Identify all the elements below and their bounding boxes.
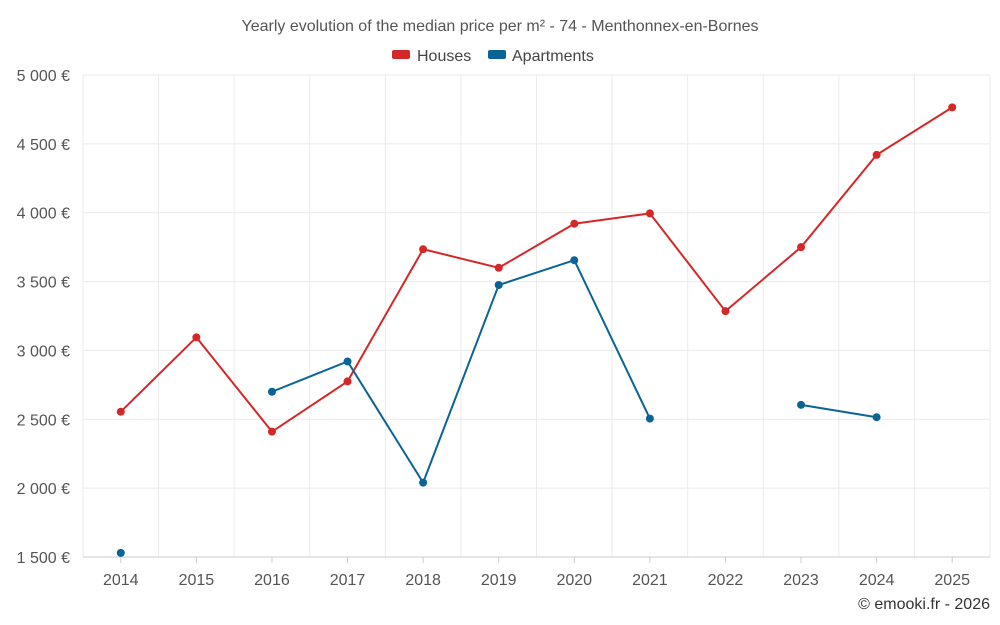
houses-point[interactable] — [872, 150, 881, 159]
y-tick-label: 3 000 € — [17, 343, 70, 360]
y-tick-label: 4 500 € — [17, 137, 70, 154]
x-tick-label: 2021 — [632, 572, 668, 589]
houses-point[interactable] — [419, 245, 428, 254]
apartments-point[interactable] — [494, 281, 503, 290]
x-tick-label: 2023 — [783, 572, 819, 589]
y-tick-label: 5 000 € — [17, 68, 70, 85]
apartments-point[interactable] — [267, 387, 276, 396]
y-tick-label: 4 000 € — [17, 206, 70, 223]
houses-point[interactable] — [948, 103, 957, 112]
x-tick-label: 2018 — [405, 572, 441, 589]
apartments-legend-swatch — [488, 50, 506, 59]
legend: Houses Apartments — [392, 48, 594, 65]
x-tick-label: 2014 — [103, 572, 139, 589]
apartments-line — [271, 259, 651, 485]
series-layer — [116, 103, 957, 557]
x-tick-label: 2025 — [934, 572, 970, 589]
axes: 1 500 € 2 000 € 2 500 € 3 000 € 3 500 € 4 000… — [17, 68, 990, 589]
y-tick-label: 2 000 € — [17, 481, 70, 498]
houses-point[interactable] — [192, 333, 201, 342]
houses-line — [120, 106, 953, 434]
houses-point[interactable] — [797, 243, 806, 252]
apartments-legend-label[interactable]: Apartments — [512, 48, 594, 65]
apartments-line — [800, 403, 877, 419]
houses-point[interactable] — [116, 407, 125, 416]
houses-point[interactable] — [494, 263, 503, 272]
x-tick-label: 2019 — [481, 572, 517, 589]
apartments-point[interactable] — [645, 414, 654, 423]
x-tick-label: 2016 — [254, 572, 290, 589]
apartments-point[interactable] — [116, 548, 125, 557]
x-tick-label: 2015 — [179, 572, 215, 589]
y-tick-label: 2 500 € — [17, 412, 70, 429]
apartments-point[interactable] — [419, 478, 428, 487]
houses-point[interactable] — [570, 219, 579, 228]
houses-legend-swatch — [392, 50, 410, 59]
houses-point[interactable] — [267, 427, 276, 436]
copyright-credit: © emooki.fr - 2026 — [858, 596, 990, 613]
apartments-point[interactable] — [872, 413, 881, 422]
y-tick-label: 1 500 € — [17, 550, 70, 567]
houses-point[interactable] — [721, 307, 730, 316]
x-tick-label: 2024 — [859, 572, 895, 589]
houses-point[interactable] — [645, 209, 654, 218]
x-tick-label: 2020 — [556, 572, 592, 589]
grid — [82, 74, 991, 557]
houses-legend-label[interactable]: Houses — [417, 48, 471, 65]
x-tick-label: 2017 — [330, 572, 366, 589]
x-tick-label: 2022 — [708, 572, 744, 589]
houses-point[interactable] — [343, 377, 352, 386]
apartments-point[interactable] — [797, 400, 806, 409]
y-tick-label: 3 500 € — [17, 275, 70, 292]
chart-title: Yearly evolution of the median price per… — [241, 18, 758, 35]
apartments-point[interactable] — [343, 357, 352, 366]
apartments-point[interactable] — [570, 256, 579, 265]
